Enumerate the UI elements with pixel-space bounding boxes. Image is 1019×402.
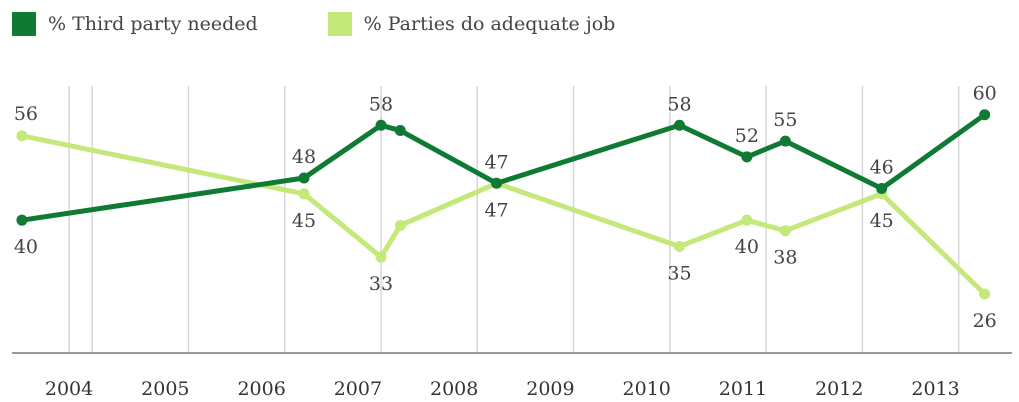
grid-lines	[68, 86, 960, 352]
legend-label-third-party: % Third party needed	[48, 13, 258, 35]
data-point-third-party-4	[491, 177, 503, 189]
x-tick-2005: 2005	[141, 378, 189, 400]
x-tick-2008: 2008	[430, 378, 478, 400]
data-point-third-party-5	[673, 119, 685, 131]
data-point-parties-adequate-5	[673, 241, 685, 253]
series-layer	[16, 109, 991, 300]
data-label-parties-adequate-9: 26	[973, 310, 997, 332]
x-axis-ticks: 2004 2005 2006 2007 2008 2009 2010 2011 2012 2013	[45, 378, 960, 400]
data-label-parties-adequate-7: 38	[773, 247, 797, 269]
x-tick-2004: 2004	[45, 378, 93, 400]
data-label-third-party-7: 55	[773, 109, 797, 131]
data-point-parties-adequate-9	[979, 288, 991, 300]
data-point-third-party-9	[979, 109, 991, 121]
data-point-third-party-8	[876, 183, 888, 195]
data-label-parties-adequate-6: 40	[735, 236, 759, 258]
data-label-parties-adequate-0: 56	[14, 103, 38, 125]
data-label-third-party-0: 40	[14, 236, 38, 258]
data-point-parties-adequate-6	[741, 214, 753, 226]
x-tick-2012: 2012	[815, 378, 863, 400]
data-point-parties-adequate-1	[298, 188, 310, 200]
data-point-third-party-6	[741, 151, 753, 163]
x-tick-2010: 2010	[623, 378, 671, 400]
data-point-third-party-1	[298, 172, 310, 184]
series-line-parties-adequate	[19, 133, 988, 297]
data-label-third-party-2: 58	[369, 93, 393, 115]
data-label-parties-adequate-1: 45	[292, 210, 316, 232]
data-point-parties-adequate-3	[394, 219, 406, 231]
data-label-parties-adequate-4: 47	[484, 199, 508, 221]
x-tick-2007: 2007	[334, 378, 382, 400]
legend: % Third party needed % Parties do adequa…	[12, 12, 685, 36]
data-label-third-party-5: 58	[667, 93, 691, 115]
legend-swatch-parties-adequate	[327, 12, 352, 36]
data-label-parties-adequate-8: 45	[870, 210, 894, 232]
data-label-third-party-8: 46	[870, 157, 894, 179]
x-tick-2011: 2011	[719, 378, 767, 400]
legend-swatch-third-party	[12, 12, 36, 36]
legend-label-parties-adequate: % Parties do adequate job	[363, 13, 616, 35]
data-label-third-party-6: 52	[735, 125, 759, 147]
data-point-third-party-7	[779, 135, 791, 147]
data-point-third-party-2	[375, 119, 387, 131]
legend-item-parties-adequate: % Parties do adequate job	[327, 12, 616, 36]
x-tick-2013: 2013	[911, 378, 959, 400]
data-label-parties-adequate-2: 33	[369, 273, 393, 295]
data-label-third-party-4: 47	[484, 151, 508, 173]
x-tick-2009: 2009	[526, 378, 574, 400]
x-tick-2006: 2006	[237, 378, 285, 400]
data-label-third-party-9: 60	[973, 83, 997, 105]
data-label-parties-adequate-5: 35	[667, 263, 691, 285]
data-point-parties-adequate-0	[16, 130, 28, 142]
series-line-third-party	[19, 112, 988, 223]
data-point-third-party-0	[16, 214, 28, 226]
data-point-third-party-3	[394, 125, 406, 137]
data-point-parties-adequate-2	[375, 251, 387, 263]
data-point-parties-adequate-7	[779, 225, 791, 237]
legend-item-third-party: % Third party needed	[12, 12, 258, 36]
data-labels: 40 48 58 47 58 52 55 46 60 56 45 33 47 35 40 38 45 26	[14, 83, 997, 332]
data-label-third-party-1: 48	[292, 146, 316, 168]
